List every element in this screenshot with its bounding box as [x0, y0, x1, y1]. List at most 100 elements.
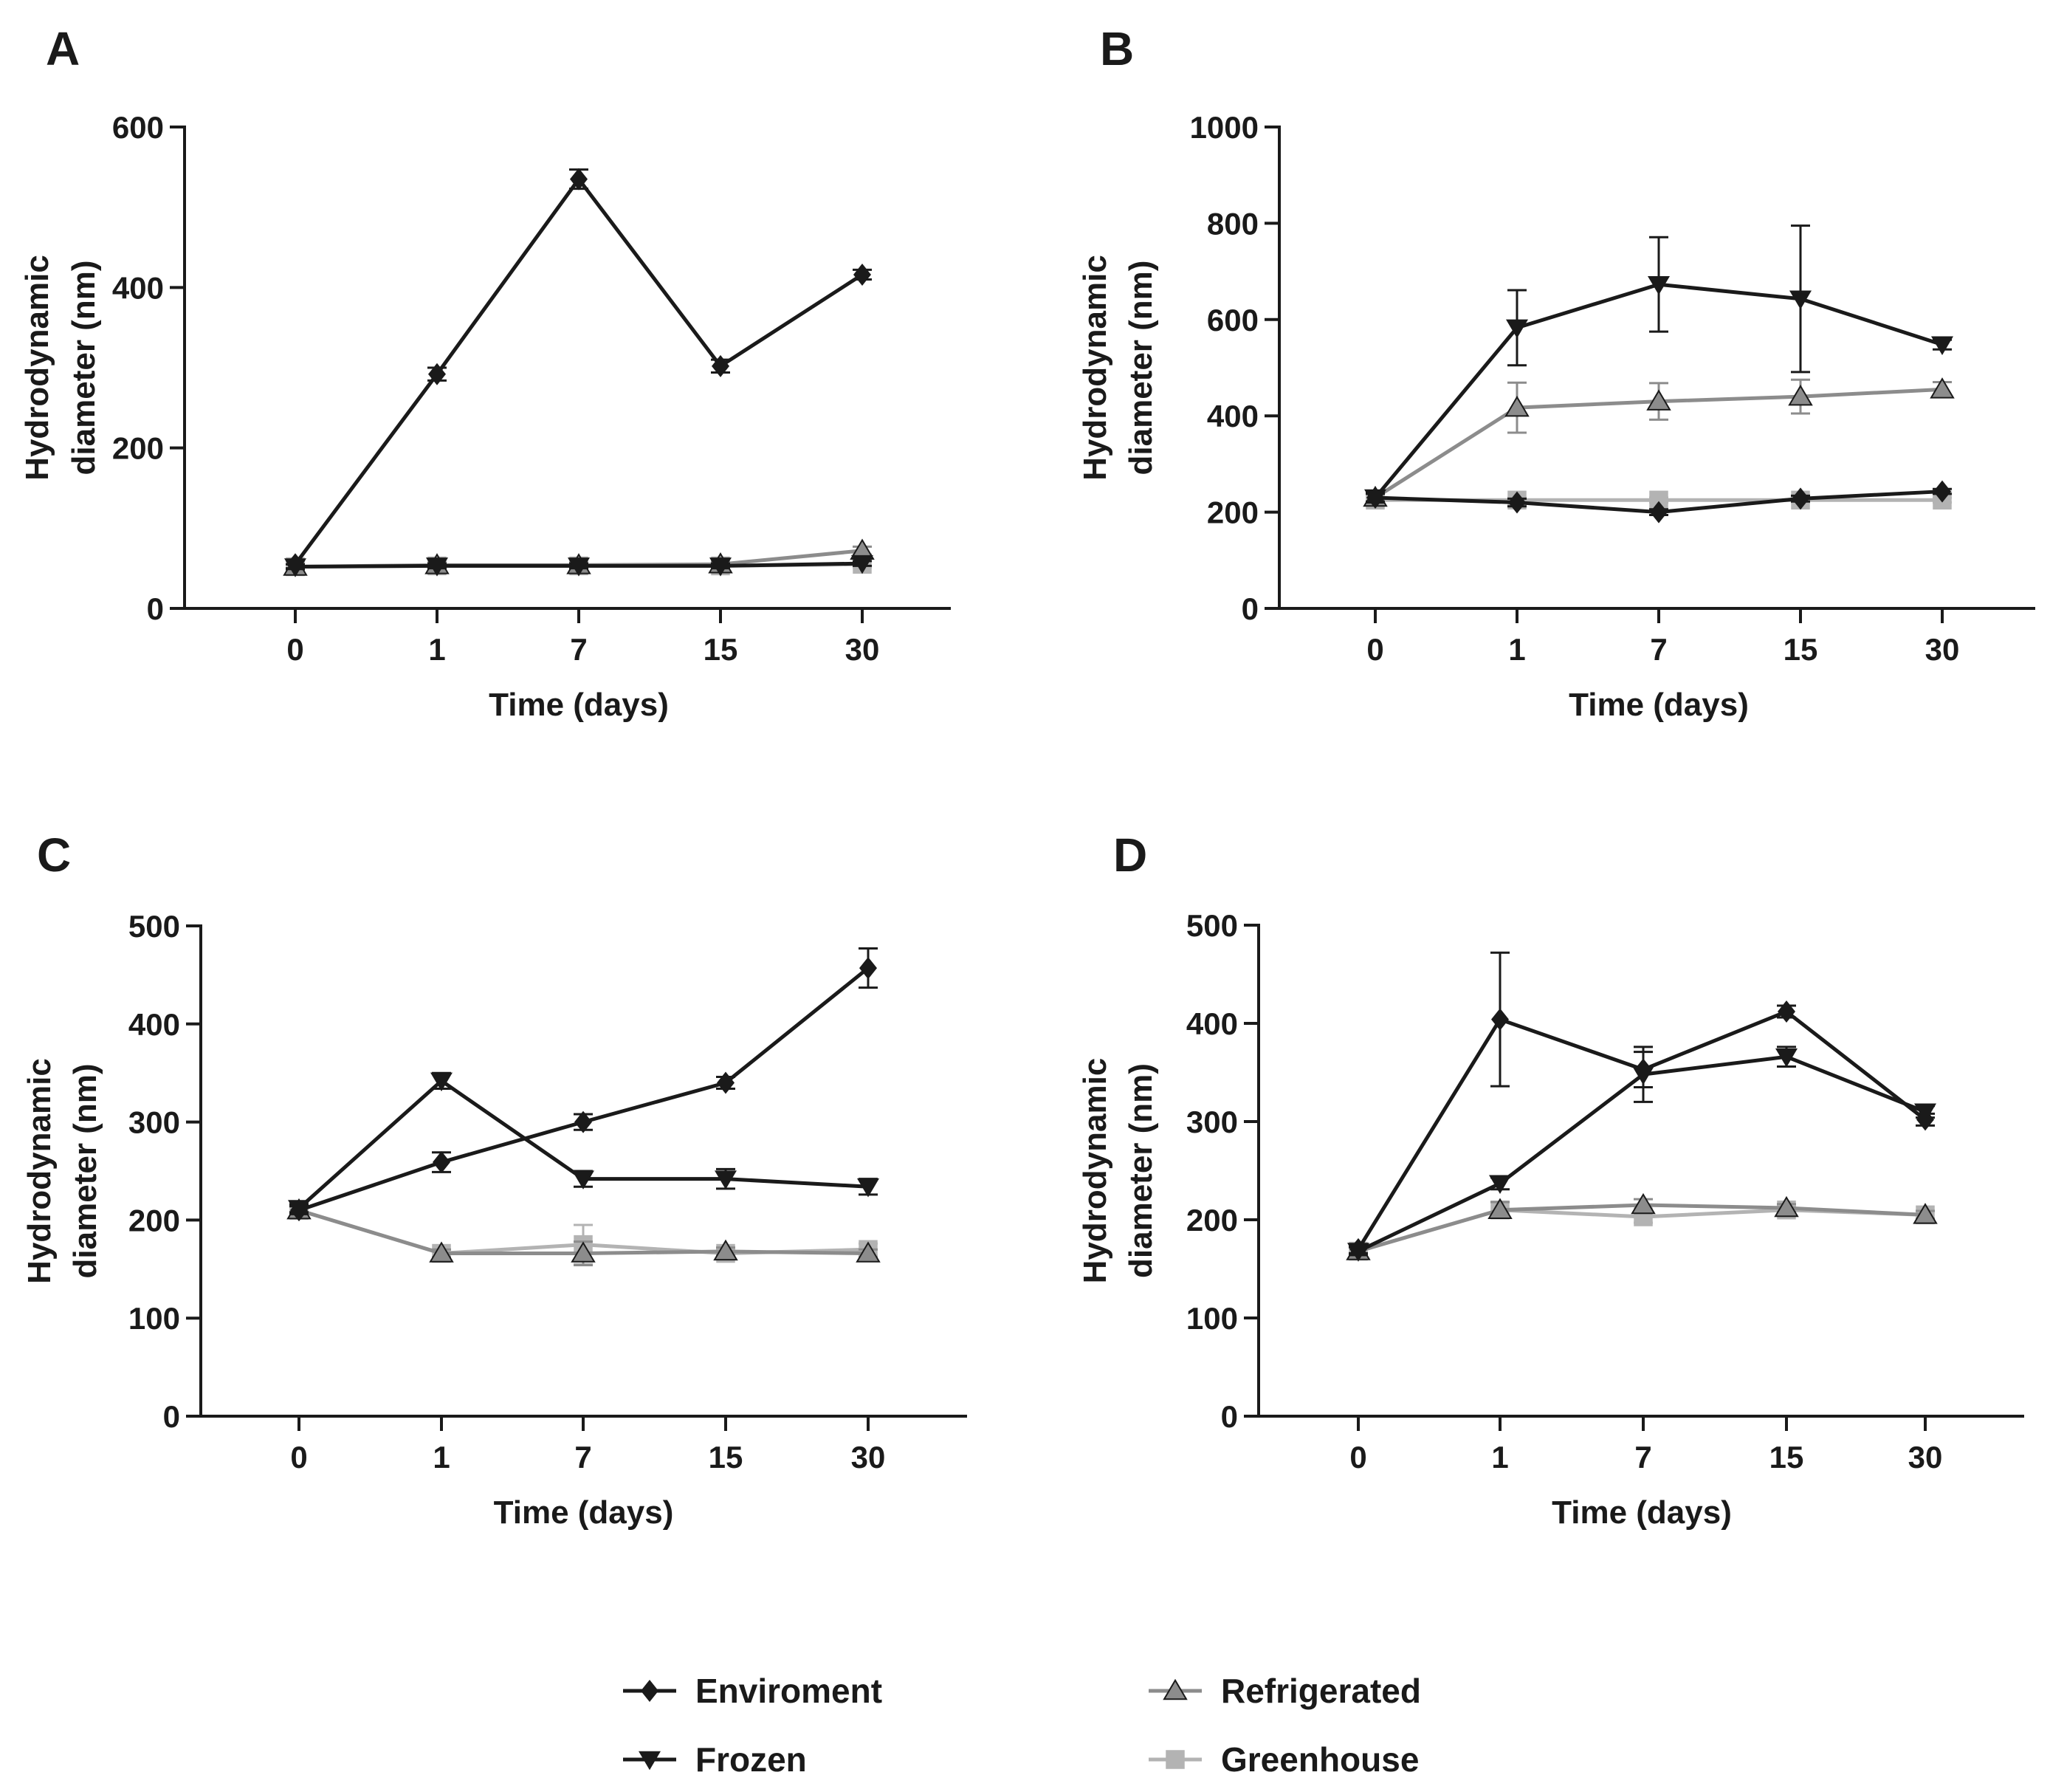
- x-tick-label: 15: [1769, 1440, 1804, 1475]
- chart-panel-a: A 0 200 400 600 0 1 7 15 30 Time (days) Hydrodynami…: [19, 22, 951, 723]
- series-enviroment: [1349, 951, 1935, 1260]
- data-point: [430, 1072, 453, 1092]
- data-point: [1930, 377, 1955, 399]
- x-tick-label: 15: [709, 1440, 743, 1475]
- data-point: [1913, 1203, 1938, 1224]
- y-axis-title-line: Hydrodynamic: [21, 1058, 58, 1284]
- data-point: [1504, 395, 1530, 417]
- data-point: [1933, 480, 1951, 503]
- x-tick-label: 1: [433, 1440, 450, 1475]
- legend-marker: [641, 1680, 658, 1702]
- x-tick-label: 7: [1634, 1440, 1651, 1475]
- y-tick-label: 500: [1186, 908, 1238, 943]
- x-tick-label: 7: [570, 632, 587, 667]
- legend-item-refrigerated: Refrigerated: [1149, 1672, 1421, 1710]
- y-axis-title-line: diameter (nm): [66, 261, 102, 476]
- y-tick-label: 100: [1186, 1301, 1238, 1336]
- x-tick-label: 1: [428, 632, 445, 667]
- y-tick-label: 200: [1186, 1203, 1238, 1237]
- series-frozen: [288, 1071, 879, 1219]
- chart-panel-b: B 0 200 400 600 800 1000 0 1 7 15 30 Time (days) Hydr…: [1077, 22, 2035, 723]
- panel-letter: D: [1113, 828, 1147, 882]
- data-point: [1646, 389, 1671, 411]
- x-tick-label: 15: [1784, 632, 1818, 667]
- data-point: [717, 1071, 735, 1094]
- x-tick-label: 30: [845, 632, 880, 667]
- data-point: [1788, 384, 1813, 406]
- data-point: [1508, 491, 1526, 514]
- data-point: [570, 168, 588, 190]
- data-point: [1349, 1237, 1367, 1260]
- legend-item-enviroment: Enviroment: [623, 1672, 882, 1710]
- data-point: [859, 957, 877, 980]
- y-tick-label: 400: [1186, 1006, 1238, 1041]
- y-axis-title-line: Hydrodynamic: [1077, 1058, 1113, 1284]
- x-tick-label: 30: [1925, 632, 1960, 667]
- x-tick-label: 30: [851, 1440, 886, 1475]
- chart-panel-d: D 0 100 200 300 400 500 0 1 7 15 30 Time (days) Hydro…: [1077, 828, 2024, 1531]
- data-point: [709, 557, 732, 577]
- x-axis-title: Time (days): [1569, 687, 1749, 723]
- data-point: [568, 557, 590, 577]
- data-point: [1648, 275, 1670, 295]
- data-point: [1487, 1198, 1513, 1219]
- y-tick-label: 200: [128, 1203, 180, 1237]
- y-tick-label: 200: [1207, 495, 1259, 530]
- x-tick-label: 0: [1349, 1440, 1366, 1475]
- data-point: [290, 1199, 308, 1222]
- x-tick-label: 30: [1908, 1440, 1943, 1475]
- y-tick-label: 100: [128, 1301, 180, 1336]
- data-point: [1634, 1058, 1652, 1081]
- x-tick-label: 0: [290, 1440, 307, 1475]
- y-axis-title-line: diameter (nm): [67, 1064, 103, 1279]
- data-point: [853, 263, 871, 286]
- panel-letter: B: [1100, 22, 1134, 75]
- data-point: [1366, 487, 1384, 509]
- y-tick-label: 400: [1207, 399, 1259, 433]
- data-point: [857, 1178, 879, 1198]
- legend-item-frozen: Frozen: [623, 1740, 807, 1779]
- legend-label: Greenhouse: [1221, 1740, 1419, 1779]
- y-axis-title-line: diameter (nm): [1123, 1063, 1159, 1278]
- data-point: [433, 1151, 450, 1174]
- x-tick-label: 1: [1508, 632, 1525, 667]
- data-point: [1931, 336, 1953, 355]
- data-point: [1774, 1195, 1799, 1218]
- chart-panels: A 0 200 400 600 0 1 7 15 30 Time (days) Hydrodynami…: [19, 22, 2035, 1531]
- panel-letter: C: [37, 828, 71, 882]
- y-tick-label: 600: [1207, 303, 1259, 337]
- y-tick-label: 300: [1186, 1105, 1238, 1139]
- y-axis-title-line: diameter (nm): [1123, 261, 1159, 476]
- y-tick-label: 400: [112, 270, 164, 305]
- data-point: [572, 1170, 594, 1189]
- chart-panel-c: C 0 100 200 300 400 500 0 1 7 15 30 Time (days) Hydro…: [21, 828, 967, 1531]
- data-point: [429, 1241, 454, 1263]
- x-tick-label: 7: [574, 1440, 591, 1475]
- data-point: [1792, 487, 1809, 510]
- y-tick-label: 200: [112, 431, 164, 466]
- y-tick-label: 500: [128, 909, 180, 944]
- y-tick-label: 800: [1207, 206, 1259, 241]
- data-point: [1631, 1192, 1656, 1215]
- data-point: [1650, 501, 1668, 523]
- series-enviroment: [289, 947, 878, 1222]
- data-point: [712, 354, 729, 377]
- legend-marker: [1166, 1750, 1185, 1769]
- data-point: [1789, 290, 1812, 310]
- x-tick-label: 15: [704, 632, 738, 667]
- data-point: [1916, 1108, 1934, 1131]
- x-axis-title: Time (days): [489, 687, 669, 723]
- legend-marker: [639, 1751, 661, 1771]
- y-tick-label: 300: [128, 1105, 180, 1140]
- data-point: [428, 363, 446, 385]
- x-tick-label: 0: [1366, 632, 1383, 667]
- legend-label: Frozen: [695, 1740, 807, 1779]
- x-tick-label: 0: [286, 632, 303, 667]
- y-tick-label: 0: [163, 1399, 180, 1434]
- x-axis-title: Time (days): [494, 1494, 674, 1531]
- data-point: [713, 1239, 738, 1261]
- x-axis-title: Time (days): [1552, 1494, 1732, 1531]
- legend: Enviroment Frozen Refrigerated Greenhouse: [623, 1672, 1421, 1779]
- data-point: [715, 1170, 737, 1189]
